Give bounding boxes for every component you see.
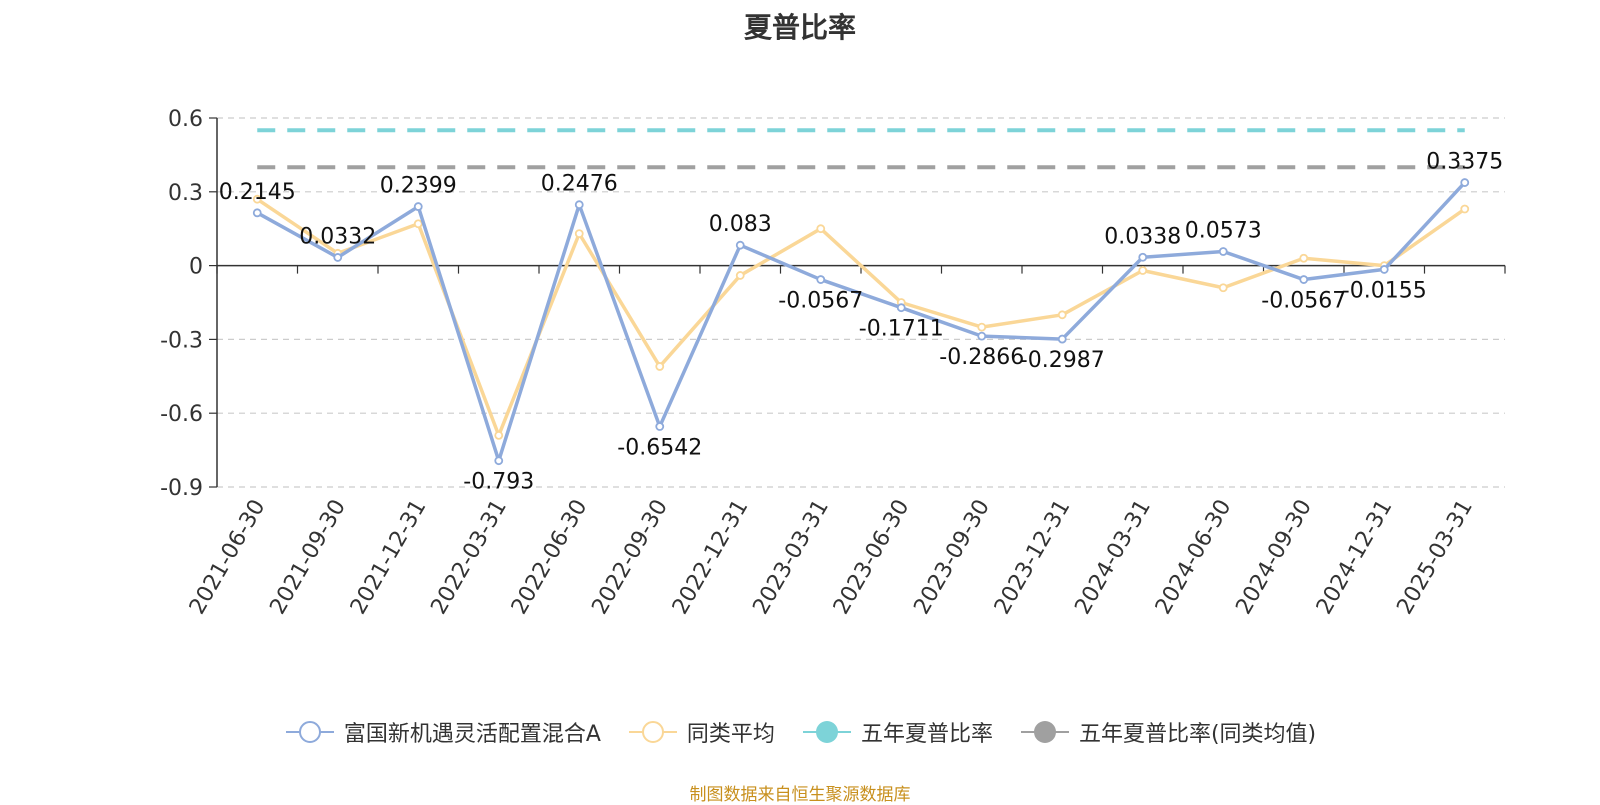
data-point-peer-average — [977, 322, 987, 332]
data-point-fund — [1218, 247, 1228, 256]
data-point-peer-average — [252, 194, 262, 204]
data-label: 0.083 — [709, 212, 772, 237]
data-point-peer-average — [816, 224, 826, 234]
legend-item-five-year-sharpe-peer[interactable]: 五年夏普比率(同类均值) — [1019, 716, 1316, 748]
x-tick-label: 2024-03-31 — [1070, 496, 1156, 619]
x-tick-label: 2025-03-31 — [1392, 496, 1478, 619]
data-label: 0.2399 — [380, 174, 457, 199]
legend-item-fund[interactable]: 富国新机遇灵活配置混合A — [284, 716, 601, 748]
data-point-fund — [574, 200, 584, 210]
legend-label-peer-average: 同类平均 — [686, 722, 775, 747]
x-tick-label: 2024-09-30 — [1231, 496, 1317, 619]
legend-symbol-five-year-sharpe — [802, 721, 851, 743]
legend-label-five-year-sharpe-peer: 五年夏普比率(同类均值) — [1078, 722, 1317, 747]
legend-symbol-five-year-sharpe-peer — [1020, 721, 1069, 743]
data-point-fund — [655, 422, 665, 431]
x-tick-label: 2022-12-31 — [668, 496, 754, 619]
chart-title: 夏普比率 — [743, 11, 856, 44]
y-tick-label: -0.6 — [160, 402, 203, 427]
x-tick-label: 2022-03-31 — [426, 496, 512, 619]
x-tick-label: 2022-06-30 — [507, 496, 593, 619]
y-tick-label: 0.6 — [168, 107, 203, 132]
x-tick-label: 2024-06-30 — [1151, 496, 1237, 619]
data-point-fund — [413, 202, 423, 211]
legend-item-five-year-sharpe[interactable]: 五年夏普比率 — [801, 716, 993, 748]
data-point-fund — [1460, 178, 1470, 187]
y-tick-label: 0.3 — [168, 181, 203, 206]
data-point-peer-average — [1138, 266, 1148, 275]
data-point-peer-average — [655, 362, 665, 371]
y-tick-label: 0 — [189, 255, 203, 280]
data-point-fund — [252, 208, 262, 218]
data-point-fund — [1379, 265, 1389, 274]
data-label: 0.2145 — [219, 180, 296, 205]
x-tick-label: 2021-09-30 — [265, 496, 351, 619]
data-label: -0.793 — [463, 470, 534, 495]
data-label: 0.0338 — [1104, 224, 1181, 249]
data-label: 0.2476 — [541, 172, 618, 197]
data-point-peer-average — [735, 271, 745, 280]
y-tick-label: -0.9 — [160, 476, 203, 501]
data-label: -0.0567 — [778, 289, 863, 314]
legend-label-five-year-sharpe: 五年夏普比率 — [860, 722, 993, 747]
source-note: 制图数据来自恒生聚源数据库 — [689, 785, 911, 805]
data-point-peer-average — [1460, 204, 1470, 214]
data-label: -0.1711 — [859, 317, 944, 342]
data-point-fund — [896, 303, 906, 313]
x-tick-label: 2022-09-30 — [587, 496, 673, 619]
data-point-peer-average — [494, 430, 504, 440]
data-point-fund — [333, 253, 343, 262]
data-label: -0.0155 — [1342, 278, 1427, 303]
data-point-fund — [1138, 252, 1148, 262]
data-label: 0.0573 — [1185, 219, 1262, 244]
legend-symbol-peer-average — [628, 721, 677, 743]
data-label: 0.0332 — [299, 224, 376, 249]
x-tick-label: 2023-09-30 — [909, 496, 995, 619]
x-tick-label: 2021-06-30 — [185, 496, 271, 619]
legend: 富国新机遇灵活配置混合A 同类平均 五年夏普比率 五年夏普比率(同类均值) — [0, 716, 1600, 748]
data-point-peer-average — [574, 229, 584, 239]
x-tick-label: 2024-12-31 — [1312, 496, 1398, 619]
data-point-peer-average — [1057, 310, 1067, 320]
data-point-peer-average — [1218, 283, 1228, 293]
x-tick-label: 2021-12-31 — [346, 496, 432, 619]
legend-symbol-fund — [285, 721, 334, 743]
data-point-peer-average — [1299, 253, 1309, 263]
y-tick-label: -0.3 — [160, 328, 203, 353]
x-tick-label: 2023-06-30 — [829, 496, 915, 619]
data-label: 0.3375 — [1426, 150, 1503, 175]
x-tick-label: 2023-12-31 — [990, 496, 1076, 619]
data-point-fund — [494, 456, 504, 466]
data-point-fund — [1299, 275, 1309, 284]
data-point-fund — [1057, 334, 1067, 344]
x-tick-label: 2023-03-31 — [748, 496, 834, 619]
data-point-fund — [735, 240, 745, 250]
data-label: -0.2987 — [1020, 348, 1105, 373]
legend-label-fund: 富国新机遇灵活配置混合A — [343, 722, 601, 747]
data-label: -0.2866 — [939, 345, 1024, 370]
data-point-peer-average — [413, 219, 423, 229]
data-point-fund — [977, 331, 987, 341]
data-label: -0.0567 — [1261, 289, 1346, 314]
data-label: -0.6542 — [617, 436, 702, 461]
legend-item-peer-average[interactable]: 同类平均 — [627, 716, 775, 748]
series-line-fund — [256, 181, 1467, 463]
data-point-fund — [816, 275, 826, 284]
